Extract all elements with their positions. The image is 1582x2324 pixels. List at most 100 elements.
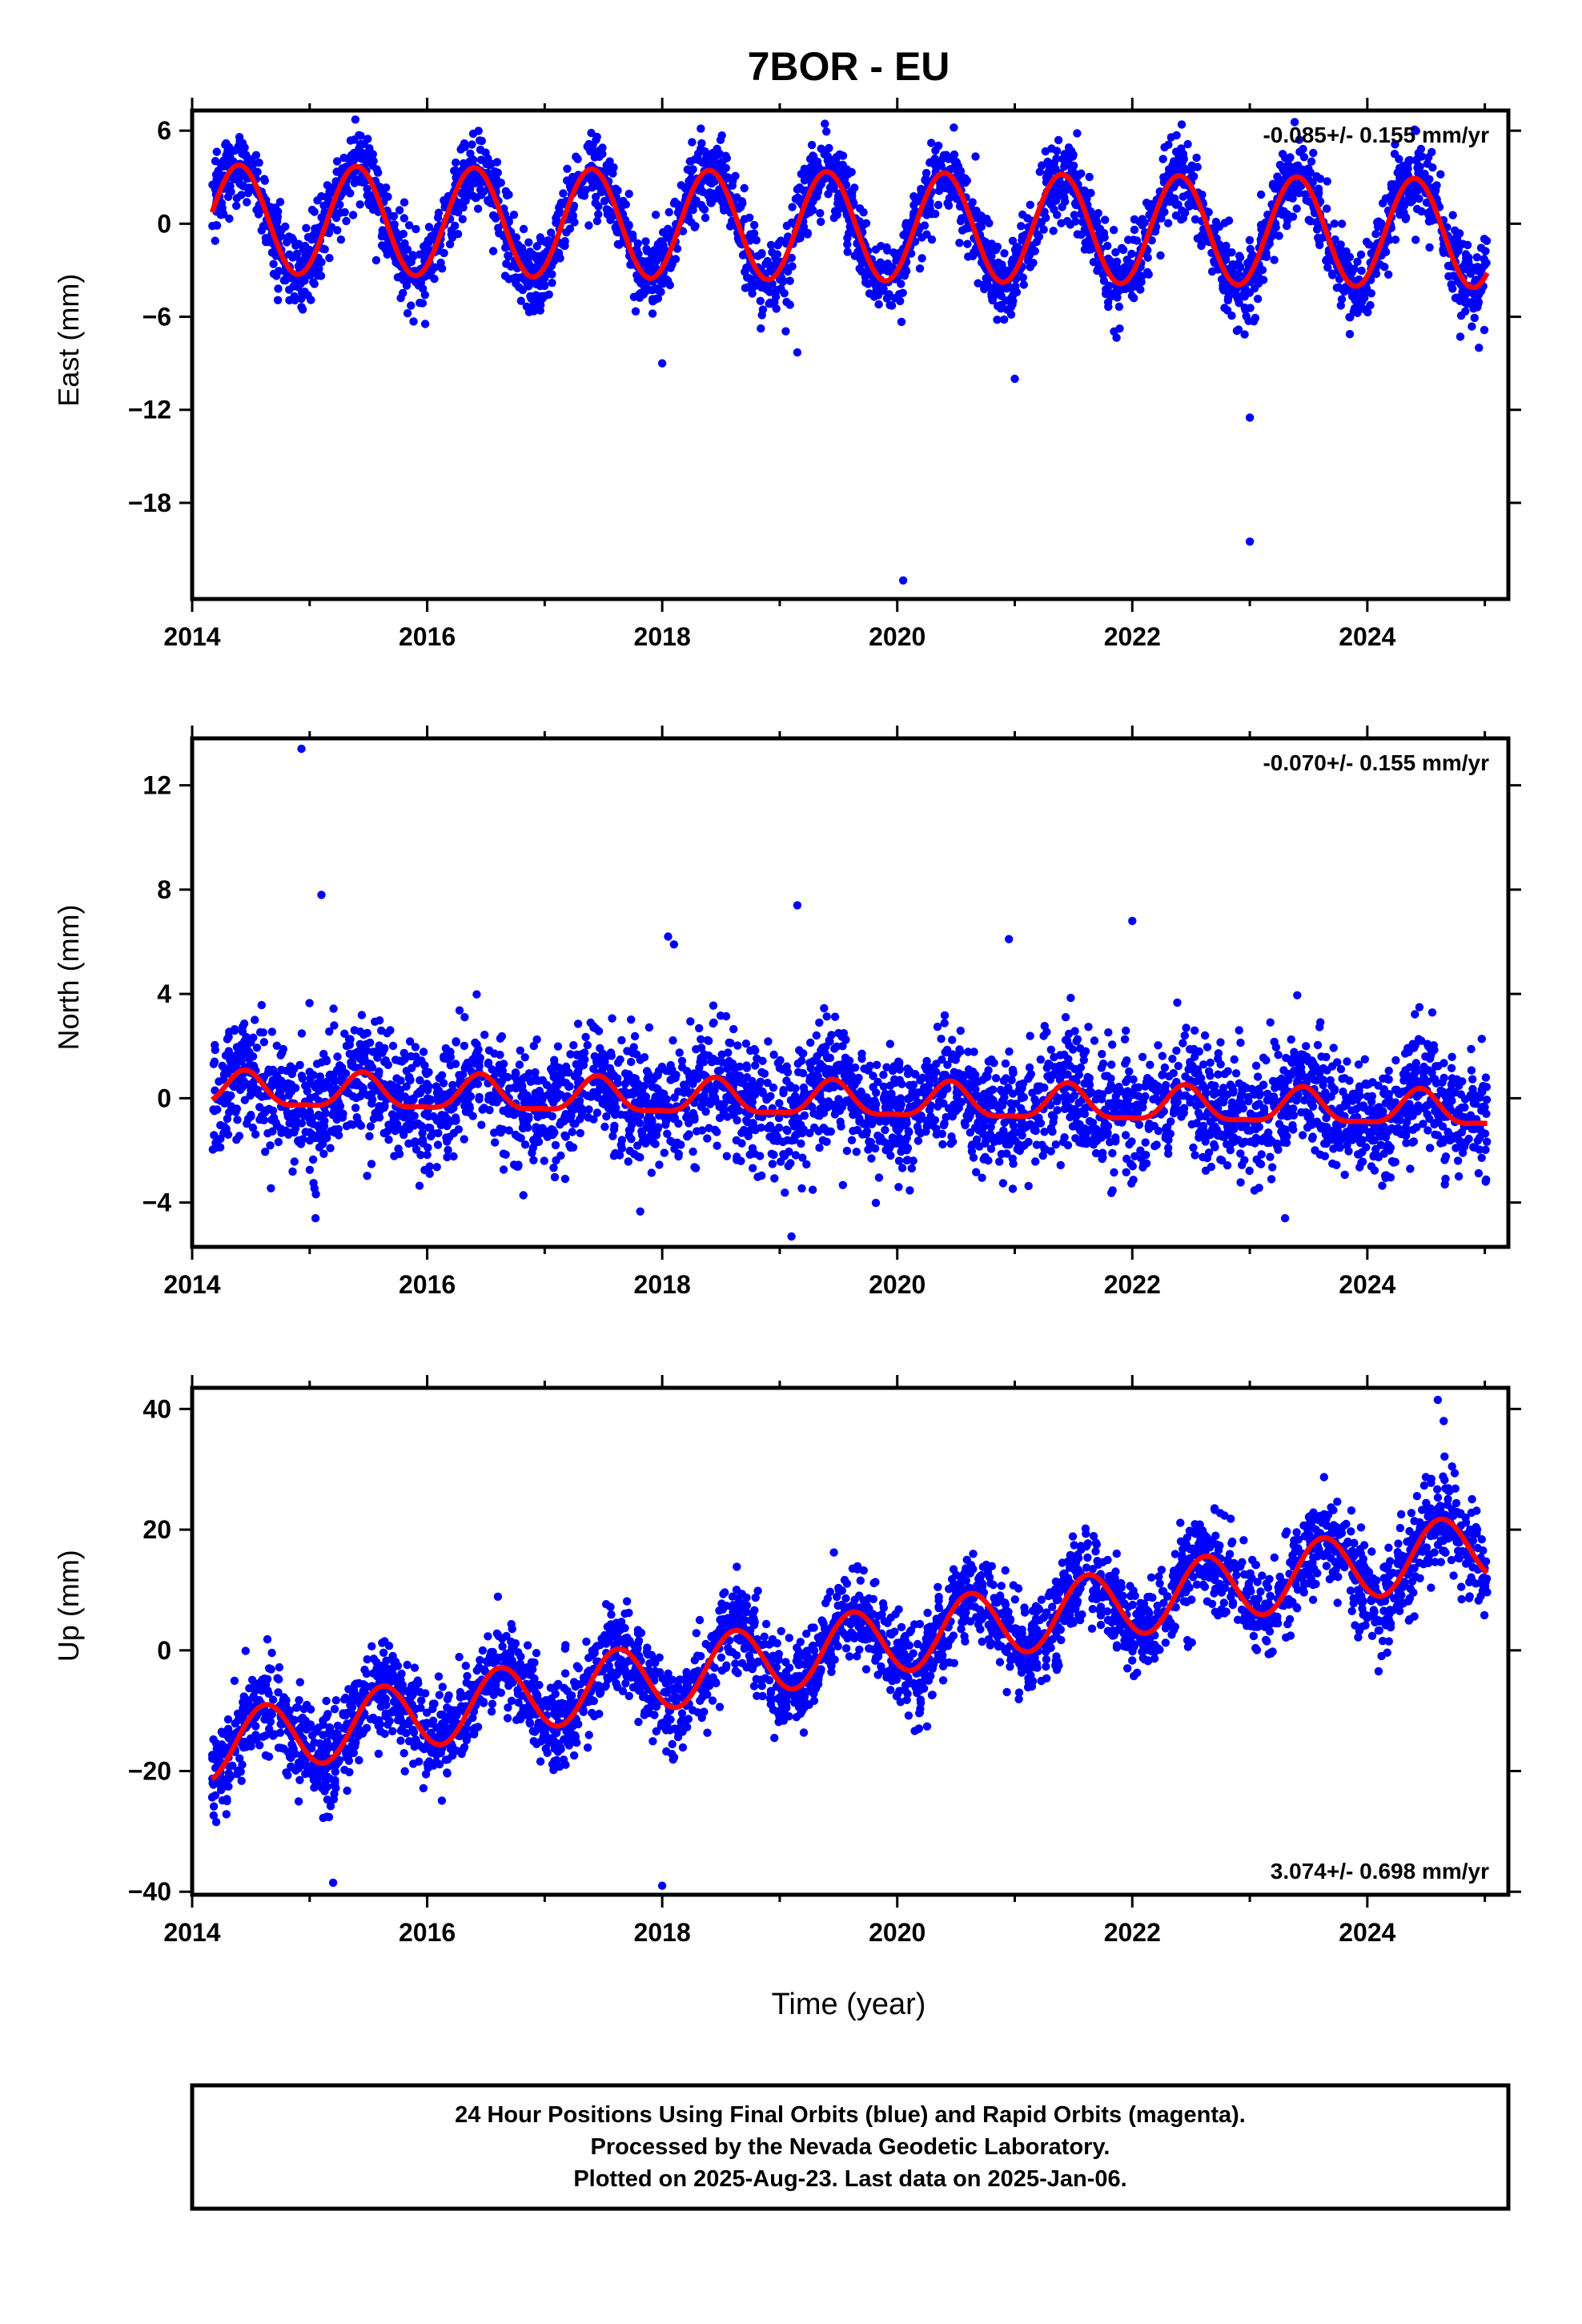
data-point	[627, 1015, 636, 1024]
data-point	[809, 151, 817, 160]
data-point	[1444, 271, 1453, 281]
data-point	[379, 242, 388, 251]
data-point	[777, 236, 785, 245]
data-point	[1134, 270, 1143, 279]
data-point	[1067, 147, 1076, 155]
data-point	[1268, 179, 1278, 188]
data-point	[1138, 215, 1147, 223]
data-point	[1073, 129, 1082, 138]
data-point	[986, 247, 995, 255]
data-point	[339, 153, 348, 163]
data-point	[816, 209, 825, 218]
data-point	[516, 296, 525, 305]
data-point	[987, 292, 996, 301]
data-point	[351, 1104, 360, 1112]
data-point	[943, 199, 952, 207]
data-point	[609, 163, 618, 172]
data-point	[379, 185, 387, 194]
data-point	[1220, 304, 1229, 312]
data-point	[1026, 1031, 1034, 1040]
data-point	[820, 1003, 829, 1013]
data-point	[1425, 243, 1434, 252]
data-point	[998, 303, 1006, 312]
data-point	[1108, 1186, 1117, 1195]
data-point	[1423, 159, 1432, 168]
data-point	[747, 284, 757, 293]
data-point	[642, 244, 651, 254]
data-point	[785, 276, 794, 285]
data-point	[897, 279, 905, 288]
data-point	[867, 1154, 876, 1163]
data-point	[1406, 198, 1415, 207]
data-point	[1358, 294, 1367, 304]
data-point	[1240, 304, 1249, 312]
data-point	[466, 149, 475, 158]
data-point	[371, 255, 381, 265]
east-frame	[190, 108, 1511, 601]
data-point	[281, 275, 290, 285]
data-point	[765, 267, 774, 276]
data-point	[459, 203, 468, 212]
data-point	[850, 183, 859, 192]
data-point	[674, 200, 683, 209]
data-point	[977, 216, 986, 225]
data-point	[772, 304, 781, 313]
data-point	[274, 284, 283, 293]
data-point	[316, 271, 326, 280]
data-point	[665, 207, 673, 217]
data-point	[872, 1088, 881, 1097]
data-point	[729, 176, 737, 186]
data-point	[251, 1015, 259, 1024]
data-point	[476, 145, 485, 155]
data-point	[795, 183, 804, 192]
data-point	[1353, 257, 1362, 266]
data-point	[333, 226, 342, 235]
data-point	[373, 168, 383, 177]
data-point	[1292, 204, 1301, 213]
data-point	[1035, 167, 1045, 176]
data-point	[847, 1136, 857, 1145]
data-point	[1085, 172, 1094, 182]
data-point	[1360, 305, 1369, 314]
data-point	[894, 1156, 904, 1165]
data-point	[302, 247, 311, 257]
data-point	[1178, 214, 1188, 223]
east-y-axis-label: East (mm)	[52, 274, 85, 407]
data-point	[366, 156, 375, 165]
data-point	[1391, 140, 1399, 149]
east-points	[208, 111, 1492, 585]
data-point	[962, 176, 972, 185]
data-point	[954, 164, 962, 173]
data-point	[1146, 199, 1155, 209]
data-point	[882, 294, 892, 303]
data-point	[436, 258, 445, 267]
data-point	[605, 157, 614, 166]
data-point	[573, 1019, 583, 1028]
data-point	[502, 259, 511, 268]
data-point	[1191, 215, 1200, 224]
data-point	[1104, 1028, 1113, 1037]
data-point	[820, 175, 829, 183]
data-point	[1000, 249, 1009, 258]
data-point	[1112, 287, 1122, 296]
data-point	[536, 233, 545, 242]
data-point	[243, 198, 251, 207]
data-point	[777, 273, 786, 282]
data-point	[1472, 253, 1482, 262]
data-point	[1312, 172, 1321, 181]
data-point	[1138, 1052, 1147, 1062]
data-point	[857, 267, 866, 276]
data-point	[444, 1145, 452, 1155]
data-point	[648, 295, 657, 304]
data-point	[695, 1023, 704, 1033]
y-tick-label: −18	[128, 489, 171, 517]
data-point	[1237, 1123, 1246, 1132]
data-point	[684, 212, 693, 221]
data-point	[793, 195, 803, 203]
data-point	[740, 183, 749, 193]
data-point	[821, 119, 829, 128]
data-point	[1384, 194, 1393, 203]
data-point	[1147, 236, 1156, 245]
data-point	[779, 1086, 788, 1095]
data-point	[787, 218, 797, 227]
